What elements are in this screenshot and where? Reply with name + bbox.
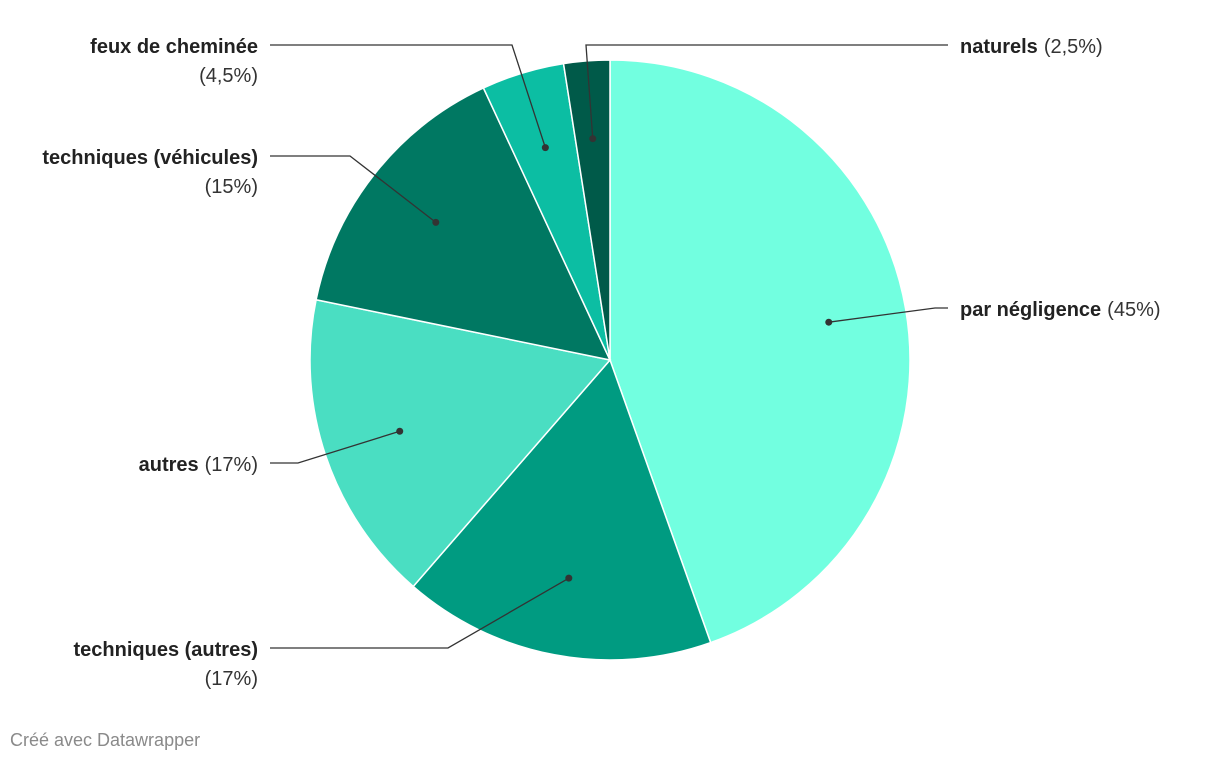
leader-dot-techniques-vehicules xyxy=(432,218,440,226)
slice-label-name: techniques (autres) xyxy=(74,639,258,661)
slice-label-value: (15%) xyxy=(205,176,258,198)
leader-line-techniques-autres xyxy=(270,577,570,649)
leader-dot-naturels xyxy=(589,135,597,143)
leader-dot-techniques-autres xyxy=(565,574,573,582)
leader-line-par-negligence xyxy=(828,307,948,323)
slice-label-techniques-autres: techniques (autres) (17%) xyxy=(74,639,258,690)
leader-line-naturels xyxy=(585,44,948,139)
slice-label-value: (17%) xyxy=(205,454,258,476)
slice-label-name: naturels xyxy=(960,36,1038,58)
footer-credit: Créé avec Datawrapper xyxy=(10,730,201,750)
leader-dot-feux-de-cheminee xyxy=(541,144,549,152)
pie-slice-par-negligence xyxy=(609,59,911,644)
slice-label-name: par négligence xyxy=(960,299,1101,321)
leader-dot-autres xyxy=(396,427,404,435)
pie-slices xyxy=(309,59,911,661)
slice-label-value: (2,5%) xyxy=(1044,36,1103,58)
slice-label-feux-de-cheminee: feux de cheminée (4,5%) xyxy=(90,36,258,87)
slice-label-naturels: naturels (2,5%) xyxy=(960,36,1103,58)
slice-label-name: autres xyxy=(139,454,199,476)
leader-line-techniques-vehicules xyxy=(270,155,437,223)
slice-label-value: (45%) xyxy=(1107,299,1160,321)
slice-label-autres: autres (17%) xyxy=(139,454,258,476)
slice-label-techniques-vehicules: techniques (véhicules) (15%) xyxy=(42,147,258,198)
leader-line-feux-de-cheminee xyxy=(270,44,546,148)
leader-dot-par-negligence xyxy=(825,318,833,326)
leader-line-autres xyxy=(270,430,400,464)
slice-label-value: (17%) xyxy=(205,668,258,690)
leader-lines xyxy=(270,44,948,649)
pie-slice-techniques-vehicules xyxy=(315,87,612,362)
slice-labels: par négligence (45%) techniques (autres) (1… xyxy=(42,36,1160,690)
slice-label-value: (4,5%) xyxy=(199,65,258,87)
slice-label-name: techniques (véhicules) xyxy=(42,147,258,169)
slice-label-par-negligence: par négligence (45%) xyxy=(960,299,1161,321)
slice-label-name: feux de cheminée xyxy=(90,36,258,58)
pie-slice-autres xyxy=(309,298,612,588)
pie-slice-techniques-autres xyxy=(412,358,712,661)
